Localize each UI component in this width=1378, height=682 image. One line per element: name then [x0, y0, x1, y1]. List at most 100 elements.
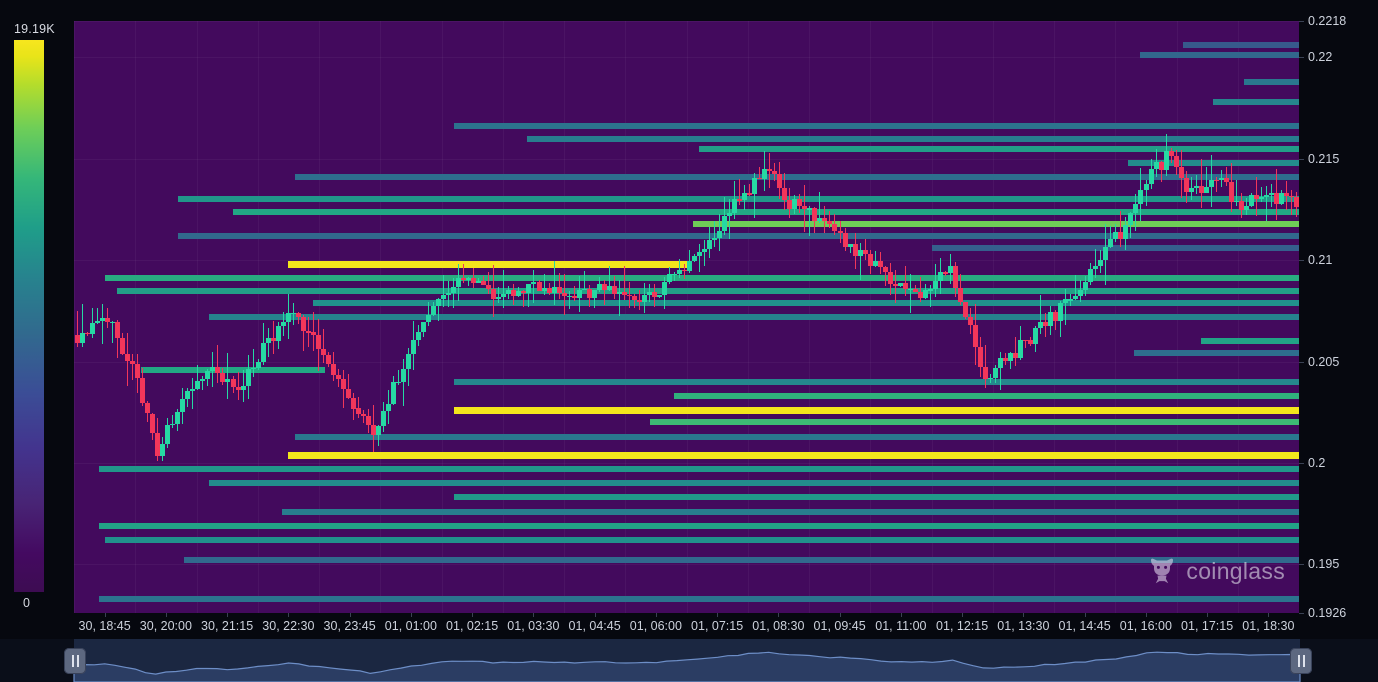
x-axis-tick [717, 613, 719, 617]
candlestick [120, 333, 126, 355]
candlestick [722, 197, 728, 236]
candlestick [501, 270, 507, 309]
range-slider[interactable] [0, 639, 1378, 682]
liquidation-band [282, 508, 1299, 515]
candlestick [762, 151, 768, 191]
candlestick [712, 221, 718, 248]
liquidation-band [294, 174, 1299, 181]
candlestick [95, 308, 101, 324]
x-axis-tick [655, 613, 657, 617]
candlestick [656, 294, 662, 298]
liquidation-band [931, 245, 1299, 252]
range-slider-left-handle[interactable] [64, 648, 86, 674]
candlestick [1043, 313, 1049, 338]
candlestick [872, 251, 878, 267]
candlestick [491, 264, 497, 318]
candlestick [85, 332, 91, 336]
x-axis-tick [349, 613, 351, 617]
candlestick [431, 302, 437, 316]
candlestick [1088, 263, 1094, 285]
candlestick [661, 277, 667, 309]
candlestick [350, 392, 356, 420]
candlestick [1138, 168, 1144, 222]
y-axis-tick [1299, 21, 1304, 22]
candlestick [1083, 275, 1089, 297]
x-axis-label: 01, 16:00 [1119, 619, 1172, 633]
x-axis-tick [1023, 613, 1025, 617]
liquidation-band [98, 595, 1299, 602]
candlestick [671, 272, 677, 282]
candlestick [641, 283, 647, 313]
color-scale-min-label: 0 [23, 596, 30, 610]
liquidation-band [178, 232, 1299, 239]
liquidation-band [208, 314, 1299, 320]
x-axis-label: 01, 08:30 [752, 619, 805, 633]
candlestick [365, 409, 371, 433]
candlestick [601, 280, 607, 306]
candlestick [130, 354, 136, 380]
candlestick [676, 258, 682, 279]
candlestick [185, 388, 191, 407]
y-axis-tick [1299, 564, 1304, 566]
candlestick [370, 404, 376, 453]
candlestick [75, 311, 80, 348]
x-axis-label: 01, 12:15 [936, 619, 989, 633]
candlestick [1243, 198, 1249, 216]
candlestick [476, 277, 482, 284]
candlestick [195, 364, 201, 390]
candlestick [887, 262, 893, 296]
candlestick [717, 214, 723, 252]
candlestick [993, 364, 998, 383]
candlestick [842, 227, 848, 252]
liquidation-band [1133, 350, 1299, 357]
candlestick [471, 268, 477, 289]
candlestick [912, 285, 918, 292]
y-axis-label: 0.2218 [1308, 14, 1347, 28]
y-axis-label: 0.22 [1308, 50, 1333, 65]
x-axis-tick [594, 613, 596, 617]
candlestick [892, 269, 898, 304]
candlestick [310, 311, 316, 351]
candlestick [777, 161, 783, 200]
candlestick [616, 279, 622, 316]
candlestick [1233, 180, 1239, 206]
candlestick [972, 303, 978, 366]
range-slider-right-handle[interactable] [1290, 648, 1312, 674]
candlestick [416, 324, 422, 347]
candlestick [1063, 288, 1069, 325]
candlestick [907, 273, 913, 314]
candlestick [998, 352, 1004, 390]
x-axis-tick [839, 613, 841, 617]
candlestick [1048, 306, 1054, 335]
candlestick [225, 353, 231, 399]
candlestick [611, 275, 617, 300]
x-axis-tick [778, 613, 780, 617]
liquidation-band [1139, 52, 1299, 59]
liquidation-band [1243, 78, 1299, 85]
liquidation-band [649, 419, 1299, 426]
candlestick [421, 321, 427, 338]
candlestick [737, 178, 743, 206]
candlestick [1118, 211, 1124, 247]
candlestick [105, 308, 111, 328]
liquidation-band [674, 393, 1299, 400]
liquidation-band [453, 378, 1299, 385]
liquidation-band [104, 275, 1299, 282]
liquidation-band [294, 433, 1299, 440]
liquidation-band [288, 451, 1299, 459]
x-axis-tick [900, 613, 902, 617]
candlestick [897, 282, 903, 288]
y-axis-label: 0.1926 [1308, 606, 1347, 620]
candlestick [922, 284, 928, 299]
candlestick [406, 348, 412, 387]
candlestick [375, 425, 381, 446]
liquidation-band [1182, 42, 1299, 49]
candlestick [250, 348, 256, 377]
candlestick [155, 418, 161, 461]
candlestick [1113, 224, 1119, 243]
candlestick [461, 263, 467, 284]
liquidation-band [698, 145, 1299, 152]
candlestick [807, 205, 813, 236]
candlestick [962, 301, 968, 319]
plot-area[interactable]: coinglass [74, 21, 1299, 613]
